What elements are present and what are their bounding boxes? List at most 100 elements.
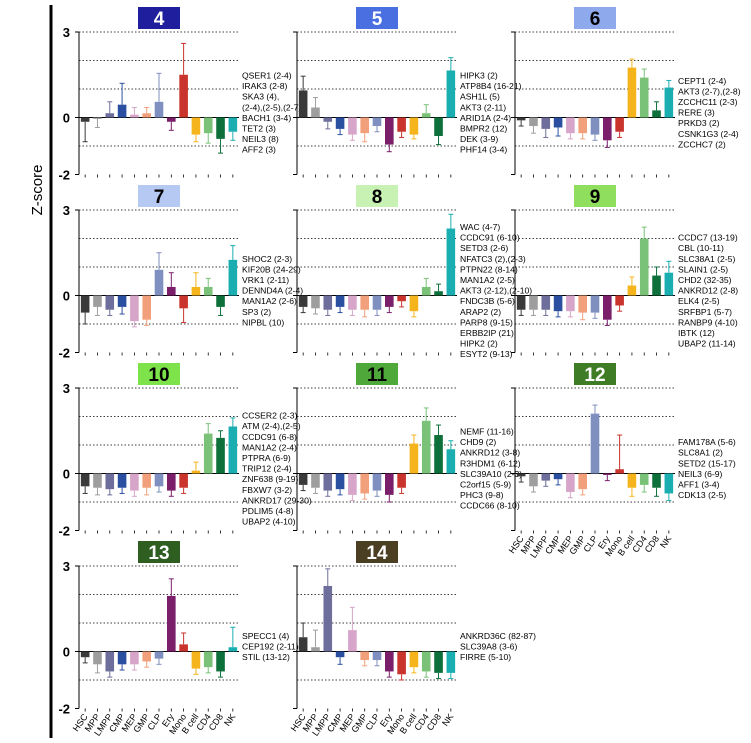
bar-clp [372, 117, 382, 127]
gene-label: AKT3 (2-7),(2-8) [678, 86, 741, 96]
cluster-label: 12 [584, 365, 605, 386]
gene-label: SLC39A8 (3-6) [460, 642, 517, 652]
bar-mono [615, 117, 624, 132]
bar-cd4 [421, 420, 431, 474]
gene-label: C2orf15 (5-9) [460, 480, 511, 490]
gene-label: ANKRD36C (82-87) [460, 631, 536, 641]
gene-label: ERBB2IP (21) [460, 328, 514, 338]
bar-mpp [93, 473, 102, 488]
bar-mep [130, 473, 139, 491]
gene-label: PHF14 (3-4) [460, 145, 507, 155]
gene-label: HIPK3 (2) [460, 71, 498, 81]
bar-mono [179, 295, 188, 309]
bar-b-cell [191, 651, 201, 669]
gene-label: SP3 (2) [242, 307, 271, 317]
bar-mpp [529, 117, 538, 127]
gene-label: ARID1A (2-4) [460, 113, 511, 123]
gene-label: CBL (10-11) [678, 243, 724, 253]
bar-cd4 [639, 77, 649, 118]
bar-mpp [529, 295, 538, 310]
gene-label: PTPN22 (8-14) [460, 264, 518, 274]
panel-cluster-11: 11 NEMF (11-16)CHD9 (2)ANKRD12 (3-8)R3HDM… [293, 363, 522, 534]
gene-label: ZCCHC7 (2) [678, 139, 726, 149]
bar-mep [348, 295, 357, 310]
bar-mpp [311, 107, 320, 118]
gene-label: ZNF638 (9-19) [242, 474, 298, 484]
gene-label: SLC38A1 (2-5) [678, 254, 735, 264]
bar-cmp [117, 295, 127, 307]
bar-mep [566, 117, 575, 134]
bar-gmp [142, 651, 151, 662]
cluster-badge [574, 185, 616, 207]
bar-mono [397, 117, 406, 132]
bar-hsc [298, 90, 308, 118]
gene-label: SPECC1 (4) [242, 631, 289, 641]
gene-label: STIL (13-12) [242, 652, 290, 662]
bar-cd4 [639, 473, 649, 485]
gene-label: SLC39A10 (2-3) [460, 469, 522, 479]
gene-label: NIPBL (10) [242, 317, 284, 327]
bar-cd8 [652, 275, 661, 296]
gene-label: VRK1 (2-11) [242, 275, 289, 285]
bar-mpp [311, 647, 320, 652]
bar-mep [130, 295, 139, 322]
gene-label: BMPR2 (12) [460, 124, 507, 134]
bar-b-cell [627, 285, 637, 296]
bar-nk [446, 228, 456, 296]
cluster-label: 4 [154, 9, 165, 30]
bar-hsc [516, 117, 526, 121]
bar-cd4 [421, 286, 431, 296]
gene-label: ANKRD12 (3-8) [460, 448, 520, 458]
panel-cluster-13: 13 -2 0 3 SPECC1 (4)CEP192 (2-11)STIL (13-12… [58, 541, 299, 738]
bar-cd8 [652, 473, 661, 488]
panel-cluster-8: 8 WAC (4-7)CCDC91 (6-10)SETD3 (2-6)NFATC3… [293, 185, 532, 359]
gene-label: SLAIN1 (2-5) [678, 264, 728, 274]
bar-mono [615, 295, 624, 306]
bar-cd8 [216, 651, 225, 672]
bar-gmp [360, 117, 369, 134]
bar-cd4 [421, 651, 431, 672]
bar-gmp [578, 117, 587, 134]
gene-label: MAN1A2 (2-4) [242, 442, 297, 452]
bar-clp [590, 117, 600, 135]
bar-b-cell [409, 443, 419, 474]
bar-mpp [93, 117, 102, 119]
bar-ery [167, 286, 176, 296]
gene-label: RERE (3) [678, 108, 715, 118]
cluster-label: 10 [148, 365, 169, 386]
gene-label: IBTK (12) [678, 328, 715, 338]
gene-label: CCDC7 (13-19) [678, 233, 738, 243]
bar-cmp [553, 295, 563, 312]
bar-ery [385, 295, 394, 307]
bar-lmpp [323, 295, 333, 310]
gene-label: SRFBP1 (5-7) [678, 307, 732, 317]
panel-cluster-6: 6 CEPT1 (2-4)AKT3 (2-7),(2-8)ZCCHC11 (2-3… [511, 7, 741, 178]
gene-label: CCDC91 (6-8) [242, 432, 297, 442]
bar-lmpp [323, 473, 333, 491]
bar-nk [664, 272, 674, 296]
bar-cd8 [434, 117, 443, 137]
gene-label: ATM (2-4),(2-5) [242, 421, 301, 431]
cluster-badge [356, 541, 398, 563]
bar-hsc [298, 637, 308, 652]
panels: 4 -2 0 3 QSER1 (2-4)IRAK3 (2-8)SKA3 (4),(2-4… [58, 7, 741, 738]
bar-gmp [578, 295, 587, 313]
cluster-badge [138, 541, 180, 563]
gene-label: FBXW7 (3-2) [242, 485, 292, 495]
bar-nk [228, 426, 238, 474]
bar-nk [446, 449, 456, 474]
bar-hsc [516, 473, 526, 477]
bar-cmp [335, 473, 345, 490]
bar-clp [154, 651, 164, 659]
cluster-label: 8 [372, 187, 383, 208]
bar-hsc [80, 117, 90, 122]
y-tick-label: 0 [63, 111, 70, 126]
gene-label: PTPRA (6-9) [242, 453, 291, 463]
gene-label: CHD2 (32-35) [678, 275, 732, 285]
bar-mono [397, 651, 406, 675]
y-tick-label: -2 [58, 524, 70, 539]
bar-nk [228, 117, 238, 132]
bar-cd8 [434, 435, 443, 474]
gene-label: PHC3 (9-8) [460, 490, 504, 500]
